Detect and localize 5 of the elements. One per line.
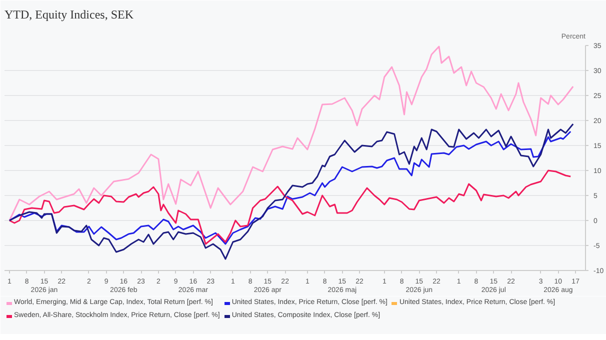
line-series <box>8 170 572 245</box>
line-series <box>8 123 574 260</box>
chart-title: YTD, Equity Indices, SEK <box>4 8 134 22</box>
line-series <box>8 130 572 245</box>
line-series <box>8 46 574 222</box>
